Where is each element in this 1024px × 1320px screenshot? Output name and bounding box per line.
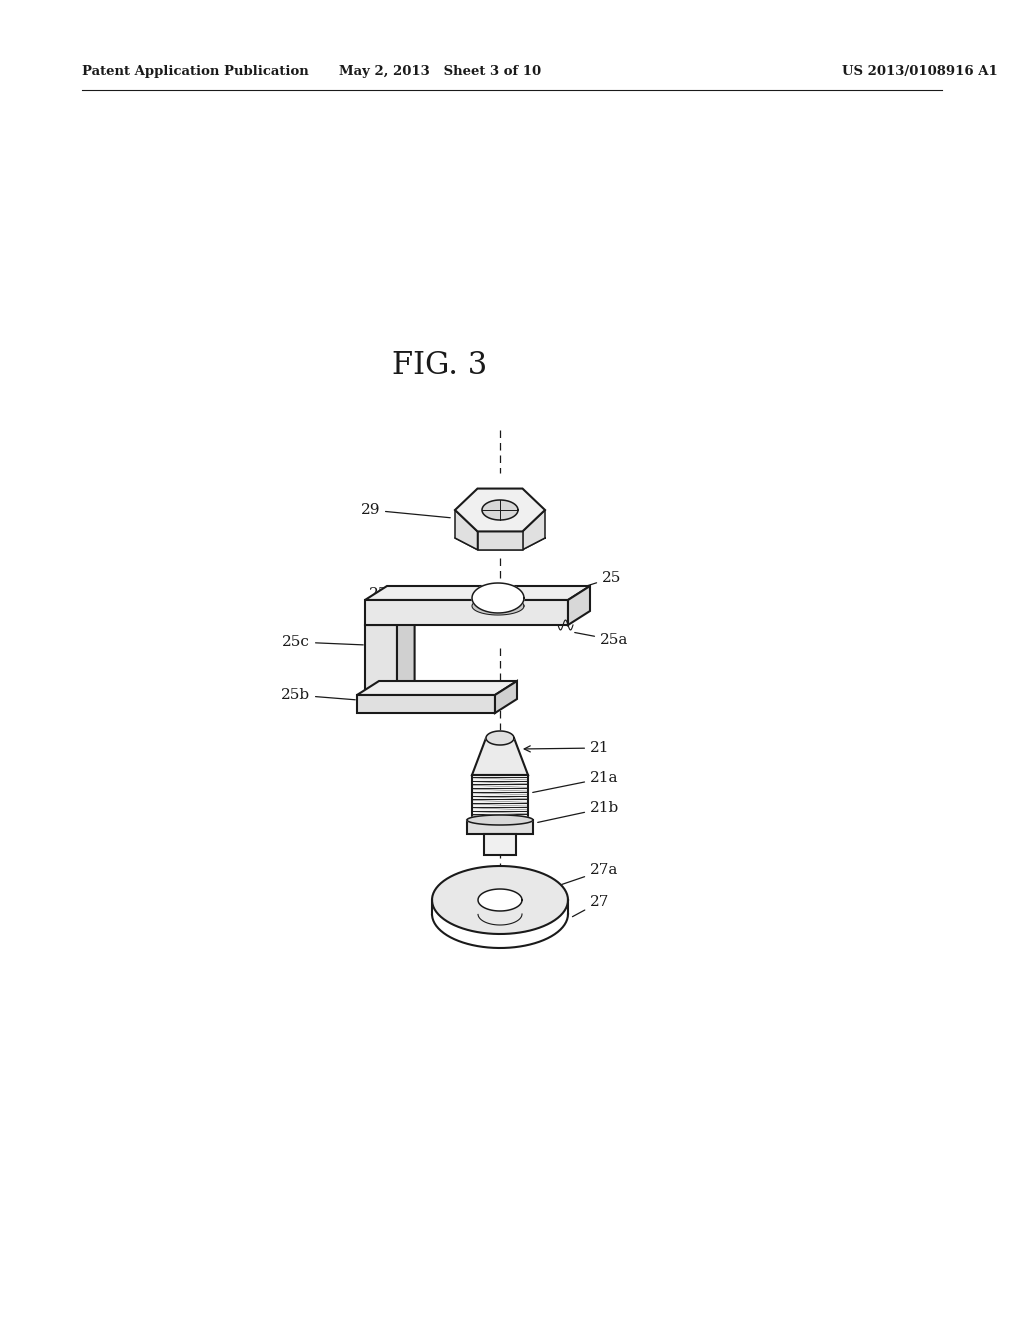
Polygon shape — [478, 888, 522, 911]
Polygon shape — [397, 614, 415, 696]
Polygon shape — [477, 532, 522, 549]
Polygon shape — [472, 738, 528, 775]
Text: 21a: 21a — [532, 771, 618, 792]
Polygon shape — [365, 624, 397, 696]
Text: 25: 25 — [559, 572, 622, 595]
Text: 21: 21 — [524, 741, 609, 755]
Text: FIG. 3: FIG. 3 — [392, 350, 487, 380]
Polygon shape — [357, 696, 495, 713]
Text: 25d: 25d — [369, 587, 467, 603]
Polygon shape — [472, 583, 524, 612]
Polygon shape — [455, 488, 545, 532]
Polygon shape — [455, 510, 477, 549]
Polygon shape — [482, 500, 518, 520]
Text: 29: 29 — [360, 503, 451, 517]
Text: 25a: 25a — [574, 632, 629, 647]
Polygon shape — [365, 586, 590, 601]
Polygon shape — [432, 866, 568, 935]
Polygon shape — [495, 681, 517, 713]
Polygon shape — [365, 601, 568, 624]
Polygon shape — [484, 834, 516, 855]
Polygon shape — [357, 681, 517, 696]
Text: 27: 27 — [572, 895, 609, 916]
Text: 21b: 21b — [538, 801, 620, 822]
Polygon shape — [467, 814, 534, 825]
Polygon shape — [467, 820, 534, 834]
Polygon shape — [486, 731, 514, 744]
Text: May 2, 2013   Sheet 3 of 10: May 2, 2013 Sheet 3 of 10 — [339, 66, 541, 78]
Text: Patent Application Publication: Patent Application Publication — [82, 66, 309, 78]
Polygon shape — [472, 775, 528, 820]
Text: 25c: 25c — [283, 635, 364, 649]
Text: 25b: 25b — [281, 688, 355, 702]
Polygon shape — [522, 510, 545, 549]
Polygon shape — [472, 597, 524, 615]
Polygon shape — [568, 586, 590, 624]
Text: 27a: 27a — [527, 863, 618, 896]
Text: US 2013/0108916 A1: US 2013/0108916 A1 — [842, 66, 997, 78]
